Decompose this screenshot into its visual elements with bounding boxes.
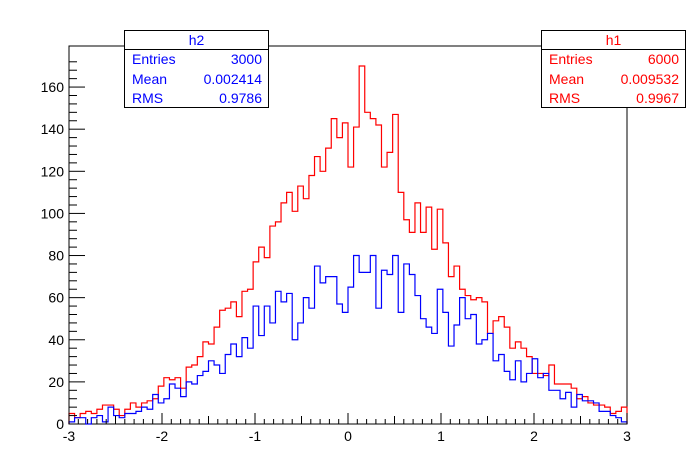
mean-label: Mean <box>132 70 168 87</box>
histogram-h2 <box>68 254 628 425</box>
x-tick-label: -1 <box>249 428 262 444</box>
entries-label: Entries <box>132 51 176 67</box>
y-tick-label: 40 <box>48 332 64 348</box>
stats-title: h1 <box>542 31 685 50</box>
histogram-h1 <box>68 65 628 424</box>
rms-value: 0.9786 <box>219 90 262 106</box>
y-tick-label: 160 <box>41 79 65 95</box>
entries-label: Entries <box>549 51 593 67</box>
x-tick-label: 3 <box>623 428 631 444</box>
entries-value: 6000 <box>647 51 679 67</box>
x-tick-label: 2 <box>530 428 538 444</box>
y-tick-label: 0 <box>56 416 64 432</box>
stats-title: h2 <box>125 31 268 50</box>
y-tick-label: 60 <box>48 290 64 306</box>
mean-value: 0.009532 <box>620 70 679 87</box>
y-tick-label: 140 <box>41 121 65 137</box>
y-tick-label: 120 <box>41 163 65 179</box>
mean-value: 0.002414 <box>203 70 262 87</box>
entries-value: 3000 <box>230 51 262 67</box>
mean-label: Mean <box>549 70 585 87</box>
rms-label: RMS <box>549 90 581 106</box>
x-tick-label: 1 <box>437 428 445 444</box>
x-tick-label: -2 <box>156 428 169 444</box>
x-tick-label: 0 <box>344 428 352 444</box>
y-tick-label: 20 <box>48 374 64 390</box>
x-tick-label: -3 <box>63 428 76 444</box>
stats-box-h2: h2 Entries 3000 Mean 0.002414 RMS 0.9786 <box>124 30 269 108</box>
stats-box-h1: h1 Entries 6000 Mean 0.009532 RMS 0.9967 <box>541 30 686 108</box>
y-tick-label: 100 <box>41 205 65 221</box>
rms-value: 0.9967 <box>636 90 679 106</box>
y-tick-label: 80 <box>48 248 64 264</box>
rms-label: RMS <box>132 90 164 106</box>
